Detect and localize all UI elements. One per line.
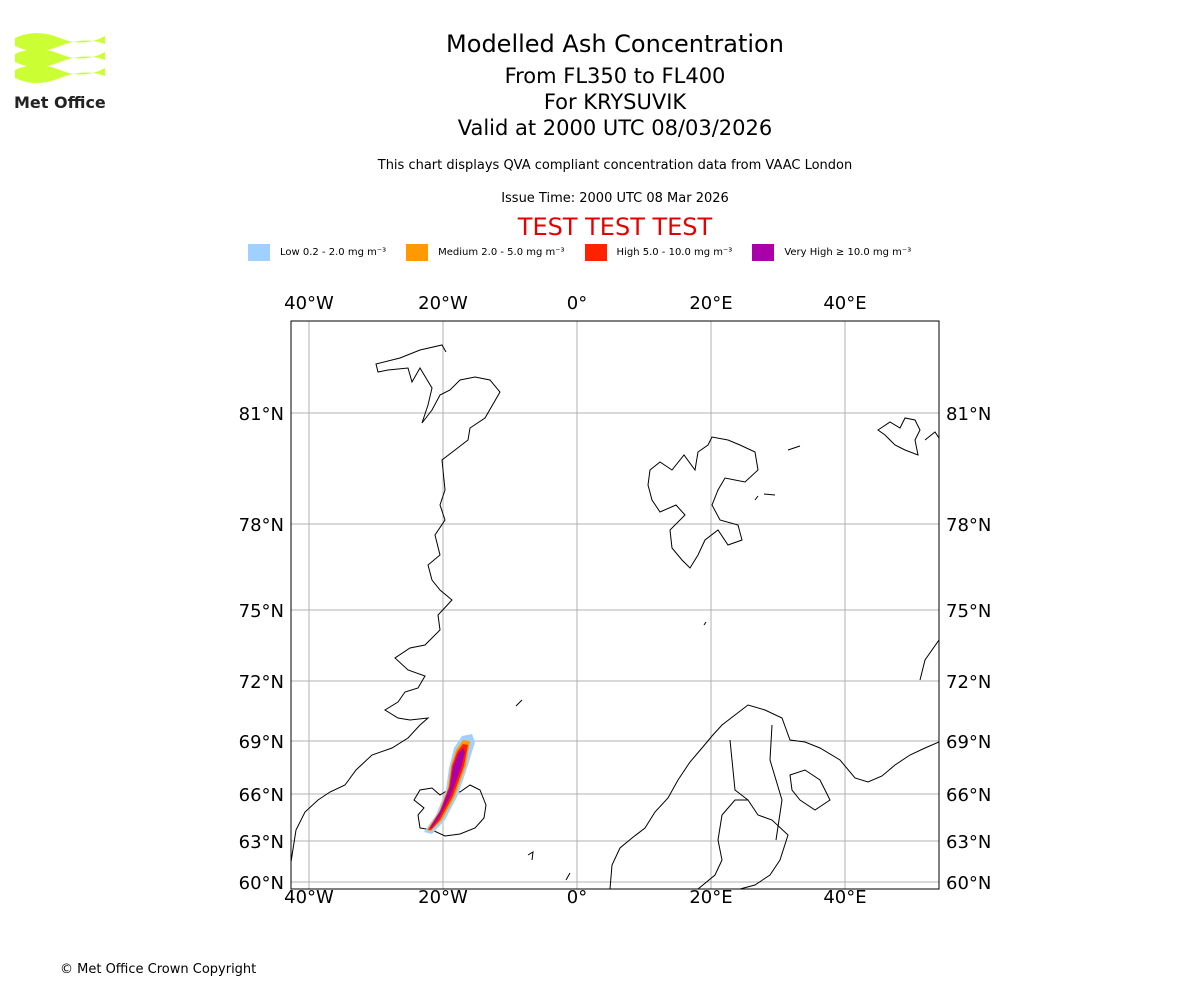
map-frame xyxy=(290,320,940,890)
ash-plume xyxy=(424,734,475,834)
baltic-coast xyxy=(697,799,789,889)
lat-tick-label: 63°N xyxy=(946,832,991,853)
met-office-logo: Met Office xyxy=(14,30,106,116)
novaya-zemlya xyxy=(919,639,939,681)
chart-title: Modelled Ash Concentration xyxy=(446,30,784,58)
issue-time: Issue Time: 2000 UTC 08 Mar 2026 xyxy=(501,191,729,206)
lat-tick-label: 69°N xyxy=(946,732,991,753)
faroe-islands xyxy=(527,851,534,861)
lat-tick-label: 75°N xyxy=(946,601,991,622)
qva-note: This chart displays QVA compliant concen… xyxy=(377,158,853,173)
test-banner: TEST TEST TEST xyxy=(517,213,713,241)
legend-item-low: Low 0.2 - 2.0 mg m⁻³ xyxy=(248,244,386,261)
legend-item-medium: Medium 2.0 - 5.0 mg m⁻³ xyxy=(406,244,565,261)
coastlines xyxy=(291,344,939,889)
logo-text: Met Office xyxy=(14,93,106,112)
lat-tick-label: 69°N xyxy=(239,732,284,753)
copyright: © Met Office Crown Copyright xyxy=(60,962,257,977)
legend-item-very-high: Very High ≥ 10.0 mg m⁻³ xyxy=(752,244,911,261)
legend-swatch xyxy=(248,244,270,261)
greenland-coast xyxy=(291,344,501,863)
lon-tick-label: 40°E xyxy=(823,293,866,314)
lat-tick-label: 75°N xyxy=(239,601,284,622)
lon-tick-label: 40°W xyxy=(284,293,334,314)
svalbard-islets xyxy=(703,445,801,626)
lon-tick-label: 0° xyxy=(567,293,587,314)
lat-tick-label: 60°N xyxy=(946,873,991,894)
valid-time: Valid at 2000 UTC 08/03/2026 xyxy=(457,116,773,140)
volcano-name: For KRYSUVIK xyxy=(543,90,687,114)
lon-tick-label: 0° xyxy=(567,887,587,908)
legend-swatch xyxy=(406,244,429,261)
lon-tick-label: 40°E xyxy=(823,887,866,908)
franz-josef-land xyxy=(877,417,939,456)
scandinavia-coast xyxy=(609,704,939,889)
iceland-coast xyxy=(413,784,487,837)
lon-tick-label: 20°W xyxy=(418,293,468,314)
shetland xyxy=(565,872,571,881)
lat-tick-label: 72°N xyxy=(239,672,284,693)
flight-levels: From FL350 to FL400 xyxy=(504,64,726,88)
lat-tick-label: 81°N xyxy=(239,404,284,425)
graticule xyxy=(291,321,939,889)
lon-tick-label: 20°W xyxy=(418,887,468,908)
lat-tick-label: 78°N xyxy=(946,515,991,536)
lat-tick-label: 78°N xyxy=(239,515,284,536)
lat-tick-label: 81°N xyxy=(946,404,991,425)
legend-swatch xyxy=(752,244,775,261)
lat-tick-label: 66°N xyxy=(239,785,284,806)
jan-mayen xyxy=(515,699,523,707)
lon-tick-label: 40°W xyxy=(284,887,334,908)
lat-tick-label: 63°N xyxy=(239,832,284,853)
lat-tick-label: 60°N xyxy=(239,873,284,894)
svalbard-coast xyxy=(647,436,759,569)
lon-tick-label: 20°E xyxy=(689,887,732,908)
kola-border xyxy=(729,724,783,841)
white-sea-coast xyxy=(789,769,831,811)
legend: Low 0.2 - 2.0 mg m⁻³ Medium 2.0 - 5.0 mg… xyxy=(248,244,931,261)
plume-very-high xyxy=(430,748,465,828)
legend-swatch xyxy=(584,244,607,261)
lat-tick-label: 66°N xyxy=(946,785,991,806)
lon-tick-label: 20°E xyxy=(689,293,732,314)
legend-item-high: High 5.0 - 10.0 mg m⁻³ xyxy=(584,244,732,261)
lat-tick-label: 72°N xyxy=(946,672,991,693)
